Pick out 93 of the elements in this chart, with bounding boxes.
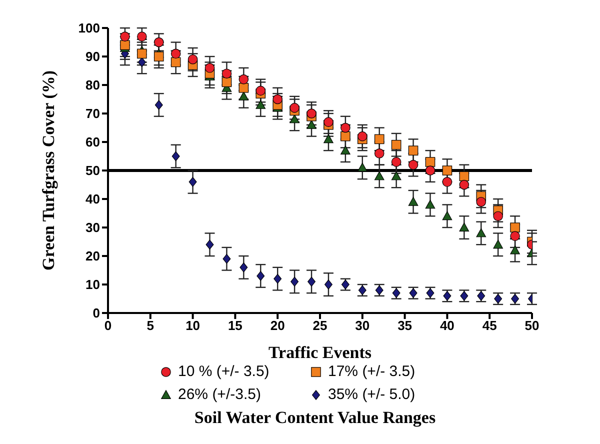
point <box>476 196 486 207</box>
point <box>154 100 163 110</box>
point <box>425 166 436 176</box>
point <box>510 222 520 232</box>
point <box>358 162 368 172</box>
point <box>290 276 299 287</box>
legend-label: 17% (+/- 3.5) <box>328 363 416 380</box>
y-tick-label: 0 <box>92 306 100 321</box>
y-tick-label: 10 <box>86 277 100 292</box>
point <box>391 171 402 180</box>
point <box>391 140 402 150</box>
point <box>425 157 436 167</box>
y-tick-label: 70 <box>86 106 100 122</box>
point <box>408 160 418 170</box>
point <box>238 92 249 100</box>
x-tick-label: 30 <box>355 318 370 334</box>
point <box>256 271 265 281</box>
point <box>238 74 249 84</box>
point <box>391 157 402 167</box>
point <box>120 40 130 50</box>
point <box>170 57 181 68</box>
x-tick-label: 5 <box>146 318 154 334</box>
point <box>256 86 266 96</box>
x-tick-label: 35 <box>398 318 412 334</box>
x-tick-label: 15 <box>228 318 242 334</box>
point <box>459 171 470 182</box>
point <box>358 131 368 142</box>
point <box>493 211 503 221</box>
point <box>324 280 332 290</box>
point <box>154 37 164 48</box>
x-tick-label: 20 <box>270 318 285 334</box>
point <box>374 148 384 158</box>
y-axis-title: Green Turfgrass Cover (%) <box>39 70 58 271</box>
point <box>476 228 486 238</box>
point <box>324 117 334 127</box>
point <box>324 134 334 144</box>
x-tick-label: 25 <box>312 318 328 334</box>
point <box>340 122 350 133</box>
point <box>459 180 470 190</box>
point <box>222 77 232 88</box>
point <box>459 222 470 232</box>
point <box>290 114 300 124</box>
point <box>238 82 249 93</box>
point <box>306 120 316 129</box>
point <box>188 177 197 187</box>
x-tick-label: 0 <box>104 318 112 334</box>
point <box>306 108 316 118</box>
point <box>154 52 164 62</box>
point <box>442 211 452 220</box>
point <box>442 177 452 187</box>
x-tick-label: 50 <box>524 318 540 334</box>
point <box>374 134 384 144</box>
x-tick-label: 40 <box>440 318 454 334</box>
point <box>222 254 231 264</box>
legend-title: Soil Water Content Value Ranges <box>193 408 437 428</box>
point <box>374 171 384 180</box>
point <box>425 200 436 209</box>
y-tick-label: 80 <box>86 78 100 93</box>
point <box>240 262 248 272</box>
x-tick-label: 10 <box>186 318 200 334</box>
point <box>340 146 350 155</box>
point <box>290 102 300 113</box>
y-tick-label: 30 <box>86 220 100 236</box>
point <box>188 54 198 64</box>
point <box>274 274 282 284</box>
point <box>408 146 418 156</box>
y-tick-label: 100 <box>78 20 100 36</box>
point <box>510 245 520 254</box>
y-tick-label: 20 <box>86 248 100 264</box>
x-tick-label: 45 <box>482 318 497 334</box>
point <box>137 48 147 59</box>
point <box>172 151 180 162</box>
point <box>256 100 266 109</box>
point <box>138 57 146 68</box>
point <box>510 231 520 241</box>
point <box>442 166 452 176</box>
point <box>340 131 350 142</box>
point <box>408 196 418 206</box>
y-tick-label: 60 <box>86 134 100 150</box>
legend-label: 26% (+/-3.5) <box>178 386 261 403</box>
y-tick-label: 50 <box>86 163 100 178</box>
legend-label: 35% (+/- 5.0) <box>328 386 416 403</box>
point <box>170 48 181 59</box>
point <box>272 94 282 104</box>
point <box>222 68 232 78</box>
y-tick-label: 90 <box>86 49 100 64</box>
point <box>493 240 503 249</box>
x-axis-title: Traffic Events <box>268 343 372 362</box>
point <box>308 276 316 287</box>
point <box>204 63 215 73</box>
point <box>206 240 214 250</box>
legend-label: 10 % (+/- 3.5) <box>178 363 270 380</box>
y-tick-label: 40 <box>86 192 100 207</box>
